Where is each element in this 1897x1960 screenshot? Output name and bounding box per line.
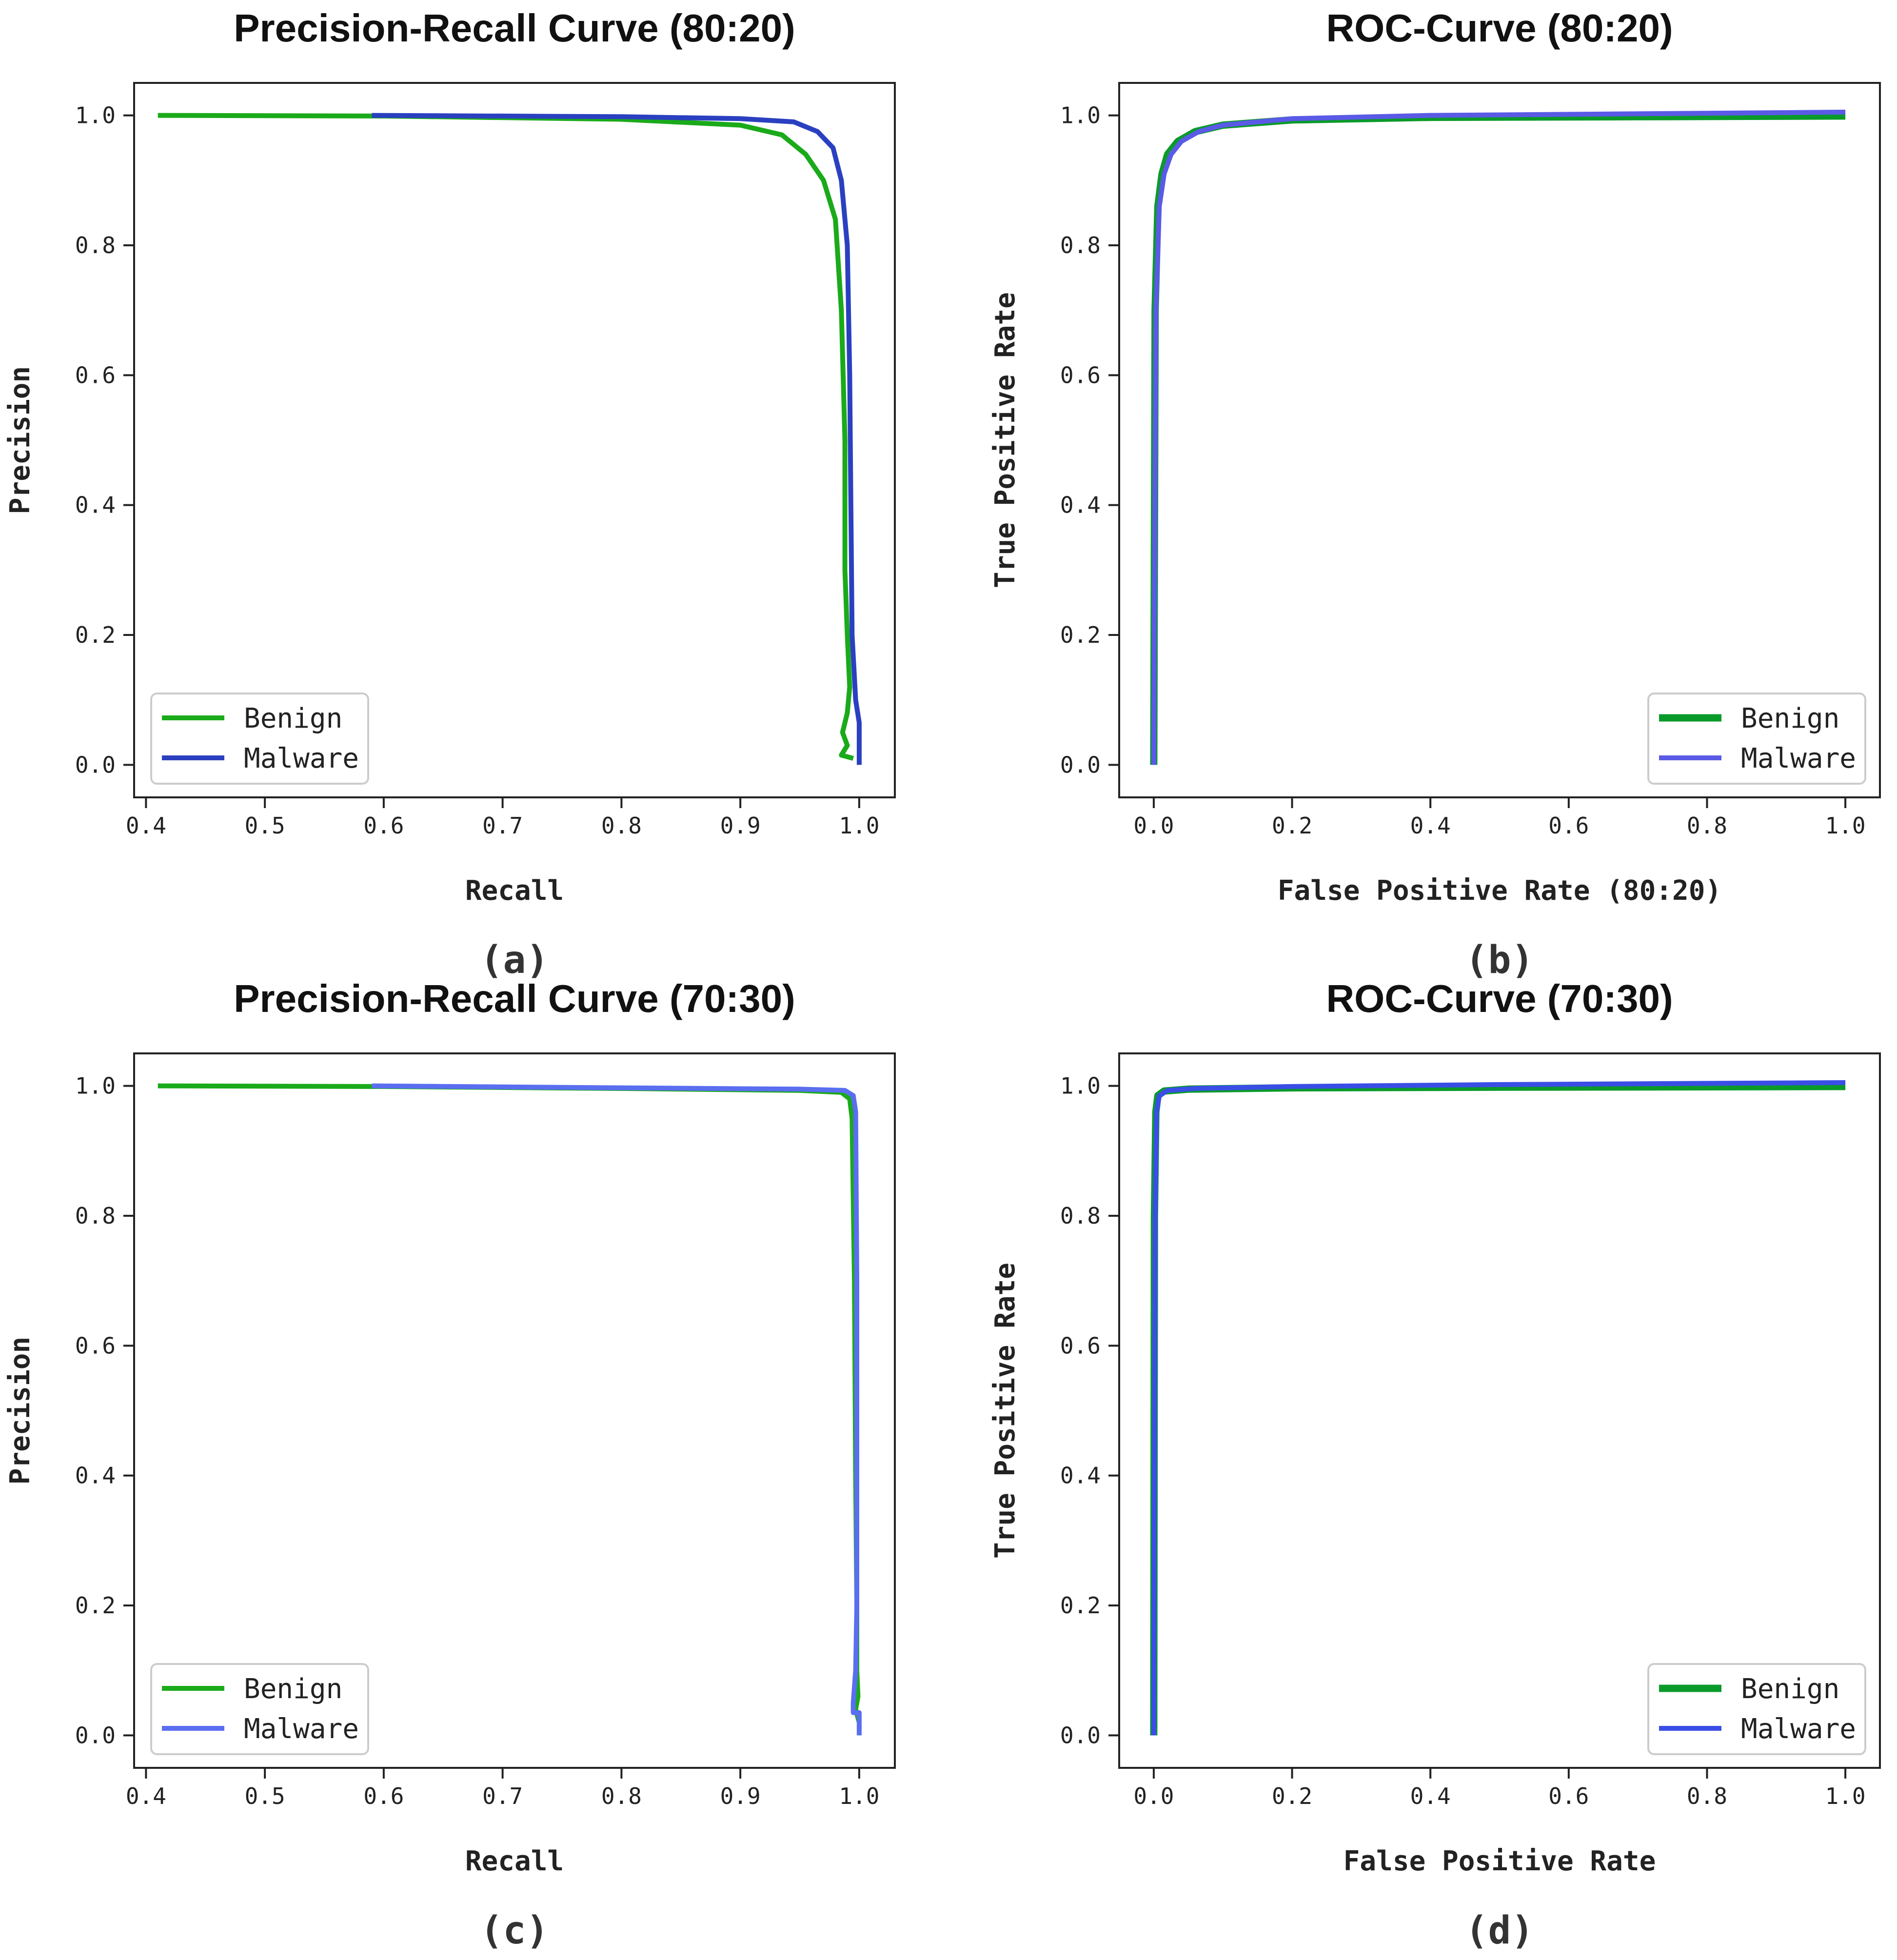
- y-tick-label: 0.4: [1060, 1463, 1101, 1489]
- x-tick-label: 1.0: [839, 1783, 879, 1809]
- y-tick-label: 1.0: [75, 1073, 116, 1099]
- panel-caption: (c): [480, 1909, 549, 1953]
- y-tick-label: 0.2: [75, 622, 116, 648]
- y-tick-label: 0.6: [1060, 1332, 1101, 1359]
- x-tick-label: 0.0: [1133, 812, 1174, 839]
- series-group: [1150, 1080, 1846, 1736]
- chart-panel-2: ROC-Curve (80:20) 0.0 0.2 0.4 0.6 0.8 1.0 0.0 0.…: [989, 6, 1881, 982]
- x-axis-label: False Positive Rate: [1344, 1845, 1656, 1877]
- y-tick-label: 0.6: [75, 362, 116, 388]
- y-tick-label: 0.4: [75, 492, 116, 518]
- y-axis-label: True Positive Rate: [989, 1263, 1021, 1559]
- legend: Benign Malware: [1647, 693, 1866, 785]
- legend-label-benign: Benign: [1741, 703, 1839, 734]
- x-tick-label: 0.7: [482, 812, 523, 839]
- x-tick-label: 0.7: [482, 1783, 523, 1809]
- legend: Benign Malware: [1647, 1663, 1866, 1755]
- y-tick-label: 0.2: [1060, 1592, 1101, 1619]
- series-group: [1150, 109, 1846, 765]
- series-line-malware: [1151, 1080, 1846, 1736]
- x-tick-label: 1.0: [1825, 1783, 1866, 1809]
- x-tick-label: 0.6: [363, 812, 404, 839]
- plot-area: [133, 1052, 896, 1769]
- y-tick-label: 0.4: [1060, 492, 1101, 518]
- y-tick-label: 0.0: [75, 1722, 116, 1748]
- x-tick-label: 1.0: [839, 812, 879, 839]
- series-line-benign: [158, 113, 854, 761]
- legend-label-malware: Malware: [1741, 1713, 1856, 1745]
- x-tick-label: 0.5: [245, 812, 285, 839]
- plot-area: [1118, 1052, 1881, 1769]
- y-axis-label: True Positive Rate: [989, 292, 1021, 588]
- y-tick-label: 0.4: [75, 1463, 116, 1489]
- x-axis-label: Recall: [465, 875, 564, 907]
- y-tick-label: 0.8: [1060, 1203, 1101, 1229]
- y-tick-label: 0.6: [75, 1332, 116, 1359]
- series-line-malware: [372, 1083, 862, 1736]
- y-tick-label: 0.0: [75, 752, 116, 778]
- y-tick-label: 1.0: [75, 102, 116, 129]
- y-axis-label: Precision: [4, 1337, 36, 1485]
- x-tick-label: 1.0: [1825, 812, 1866, 839]
- panel-caption: (b): [1465, 938, 1534, 982]
- chart-panel-3: Precision-Recall Curve (70:30) 0.4 0.5 0.6 0…: [4, 977, 896, 1953]
- panel-caption: (a): [480, 938, 549, 982]
- y-axis-label: Precision: [4, 366, 36, 514]
- y-tick-label: 0.0: [1060, 752, 1101, 778]
- x-axis-label: Recall: [465, 1845, 564, 1877]
- y-tick-label: 0.8: [75, 232, 116, 258]
- legend: Benign Malware: [150, 1663, 369, 1755]
- legend-label-benign: Benign: [1741, 1673, 1839, 1705]
- legend-label-malware: Malware: [244, 1713, 359, 1745]
- y-tick-label: 1.0: [1060, 102, 1101, 129]
- x-tick-label: 0.6: [1548, 812, 1589, 839]
- plot-area: [1118, 82, 1881, 798]
- series-group: [158, 1083, 862, 1736]
- y-tick-label: 0.6: [1060, 362, 1101, 388]
- chart-title: Precision-Recall Curve (70:30): [234, 977, 795, 1020]
- x-tick-label: 0.6: [1548, 1783, 1589, 1809]
- x-tick-label: 0.6: [363, 1783, 404, 1809]
- plot-area: [133, 82, 896, 798]
- x-tick-label: 0.8: [1687, 812, 1727, 839]
- chart-title: Precision-Recall Curve (80:20): [234, 6, 795, 50]
- y-tick-label: 0.2: [75, 1592, 116, 1619]
- series-line-malware: [372, 113, 862, 765]
- x-tick-label: 0.8: [601, 812, 642, 839]
- legend-label-benign: Benign: [244, 703, 342, 734]
- x-tick-label: 0.2: [1272, 812, 1312, 839]
- legend-label-malware: Malware: [1741, 743, 1856, 774]
- y-tick-label: 1.0: [1060, 1073, 1101, 1099]
- chart-title: ROC-Curve (70:30): [1326, 977, 1673, 1020]
- x-tick-label: 0.2: [1272, 1783, 1312, 1809]
- legend-label-benign: Benign: [244, 1673, 342, 1705]
- panel-caption: (d): [1465, 1909, 1534, 1953]
- y-tick-label: 0.2: [1060, 622, 1101, 648]
- x-tick-label: 0.9: [720, 1783, 761, 1809]
- series-group: [158, 113, 862, 765]
- x-tick-label: 0.5: [245, 1783, 285, 1809]
- chart-panel-1: Precision-Recall Curve (80:20) 0.4 0.5 0.6 0…: [4, 6, 896, 982]
- x-tick-label: 0.4: [126, 812, 166, 839]
- x-tick-label: 0.0: [1133, 1783, 1174, 1809]
- x-tick-label: 0.4: [1410, 1783, 1451, 1809]
- chart-panel-4: ROC-Curve (70:30) 0.0 0.2 0.4 0.6 0.8 1.0 0.0 0.…: [989, 977, 1881, 1953]
- x-tick-label: 0.8: [601, 1783, 642, 1809]
- x-tick-label: 0.4: [126, 1783, 166, 1809]
- legend-label-malware: Malware: [244, 743, 359, 774]
- y-tick-label: 0.8: [75, 1203, 116, 1229]
- x-tick-label: 0.9: [720, 812, 761, 839]
- legend: Benign Malware: [150, 693, 369, 785]
- y-tick-label: 0.8: [1060, 232, 1101, 258]
- series-line-malware: [1151, 109, 1846, 765]
- x-axis-label: False Positive Rate (80:20): [1278, 875, 1721, 907]
- x-tick-label: 0.4: [1410, 812, 1451, 839]
- chart-title: ROC-Curve (80:20): [1326, 6, 1673, 50]
- x-tick-label: 0.8: [1687, 1783, 1727, 1809]
- y-tick-label: 0.0: [1060, 1722, 1101, 1748]
